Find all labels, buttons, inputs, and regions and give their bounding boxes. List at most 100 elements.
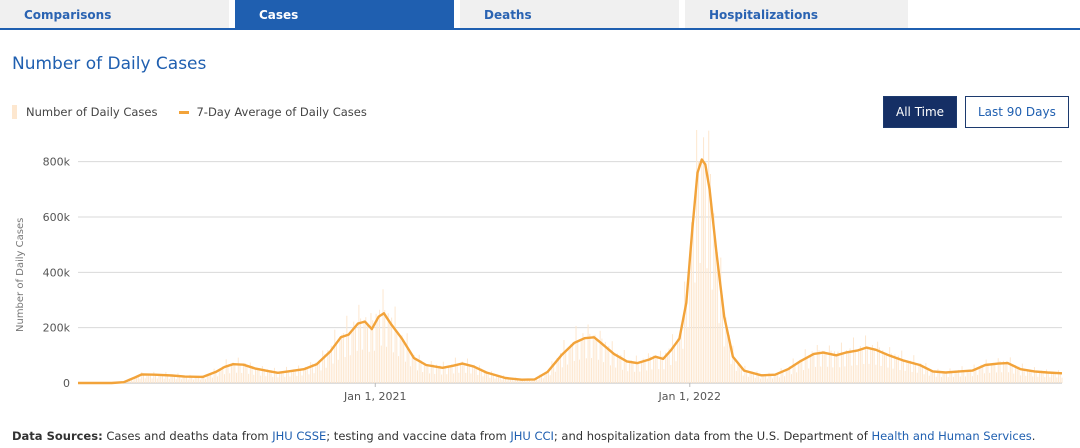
daily-case-bar bbox=[963, 371, 965, 383]
daily-case-bar bbox=[768, 372, 770, 383]
daily-case-bar bbox=[837, 351, 839, 383]
jhu-cci-link[interactable]: JHU CCI bbox=[510, 429, 554, 443]
daily-case-bar bbox=[429, 373, 431, 383]
daily-case-bar bbox=[237, 357, 239, 383]
daily-case-bar bbox=[899, 370, 901, 383]
daily-case-bar bbox=[687, 327, 689, 383]
daily-case-bar bbox=[1033, 367, 1035, 383]
daily-case-bar bbox=[199, 379, 201, 383]
chart-legend: Number of Daily Cases 7-Day Average of D… bbox=[12, 105, 389, 119]
daily-case-bar bbox=[658, 369, 660, 383]
daily-case-bar bbox=[627, 371, 629, 383]
daily-case-bar bbox=[244, 363, 246, 383]
daily-case-bar bbox=[794, 365, 796, 383]
sources-label: Data Sources: bbox=[12, 429, 103, 443]
tab-cases[interactable]: Cases bbox=[235, 0, 454, 30]
daily-case-bar bbox=[415, 359, 417, 383]
daily-case-bar bbox=[375, 313, 377, 383]
daily-case-bar bbox=[425, 363, 427, 383]
daily-case-bar bbox=[890, 353, 892, 383]
daily-case-bar bbox=[520, 379, 522, 383]
daily-case-bar bbox=[785, 368, 787, 383]
daily-case-bar bbox=[463, 363, 465, 383]
hhs-link[interactable]: Health and Human Services bbox=[871, 429, 1032, 443]
daily-case-bar bbox=[994, 363, 996, 383]
daily-case-bar bbox=[158, 373, 160, 383]
daily-case-bar bbox=[329, 352, 331, 383]
daily-case-bar bbox=[784, 376, 786, 383]
daily-case-bar bbox=[451, 364, 453, 383]
daily-case-bar bbox=[470, 373, 472, 383]
daily-case-bar bbox=[170, 375, 172, 383]
daily-case-bar bbox=[227, 366, 229, 383]
sources-text-2: ; testing and vaccine data from bbox=[326, 429, 511, 443]
daily-case-bar bbox=[603, 362, 605, 383]
daily-case-bar bbox=[637, 362, 639, 383]
daily-case-bar bbox=[420, 359, 422, 383]
daily-case-bar bbox=[287, 371, 289, 383]
daily-case-bar bbox=[739, 364, 741, 383]
daily-case-bar bbox=[732, 345, 734, 383]
daily-case-bar bbox=[839, 367, 841, 383]
daily-case-bar bbox=[611, 341, 613, 383]
daily-case-bar bbox=[815, 366, 817, 383]
daily-case-bar bbox=[880, 365, 882, 383]
daily-case-bar bbox=[892, 368, 894, 383]
daily-case-bar bbox=[494, 378, 496, 383]
daily-case-bar bbox=[544, 372, 546, 383]
daily-case-bar bbox=[180, 379, 182, 383]
legend-item-bars[interactable]: Number of Daily Cases bbox=[12, 105, 157, 119]
daily-case-bar bbox=[685, 305, 687, 383]
daily-case-bar bbox=[673, 344, 675, 383]
daily-case-bar bbox=[582, 333, 584, 383]
daily-case-bar bbox=[966, 370, 968, 383]
daily-case-bar bbox=[354, 327, 356, 383]
daily-case-bar bbox=[280, 372, 282, 383]
daily-case-bar bbox=[341, 334, 343, 383]
tab-hospitalizations[interactable]: Hospitalizations bbox=[685, 0, 908, 30]
jhu-csse-link[interactable]: JHU CSSE bbox=[272, 429, 327, 443]
daily-case-bar bbox=[870, 348, 872, 383]
daily-case-bar bbox=[715, 242, 717, 383]
daily-case-bar bbox=[487, 372, 489, 383]
daily-case-bar bbox=[935, 376, 937, 383]
x-tick-label: Jan 1, 2022 bbox=[658, 390, 721, 402]
daily-case-bar bbox=[644, 361, 646, 383]
daily-case-bar bbox=[1013, 373, 1015, 383]
daily-case-bar bbox=[454, 357, 456, 383]
daily-case-bar bbox=[909, 360, 911, 383]
daily-case-bar bbox=[1047, 371, 1049, 383]
daily-case-bar bbox=[849, 348, 851, 383]
daily-case-bar bbox=[220, 369, 222, 383]
tab-comparisons[interactable]: Comparisons bbox=[0, 0, 229, 30]
daily-case-bar bbox=[641, 362, 643, 383]
daily-case-bar bbox=[1052, 372, 1054, 383]
all-time-button[interactable]: All Time bbox=[883, 96, 958, 128]
daily-case-bar bbox=[460, 364, 462, 383]
y-tick-label: 0 bbox=[63, 377, 70, 390]
legend-item-line[interactable]: 7-Day Average of Daily Cases bbox=[179, 105, 367, 119]
y-tick-label: 400k bbox=[43, 266, 71, 279]
daily-case-bar bbox=[273, 367, 275, 383]
daily-case-bar bbox=[136, 376, 138, 383]
tab-deaths[interactable]: Deaths bbox=[460, 0, 679, 30]
daily-case-bar bbox=[444, 366, 446, 383]
daily-case-bar bbox=[818, 350, 820, 383]
daily-case-bar bbox=[708, 130, 710, 383]
daily-case-bar bbox=[902, 360, 904, 383]
daily-case-bar bbox=[787, 369, 789, 383]
daily-case-bar bbox=[766, 378, 768, 383]
daily-case-bar bbox=[642, 358, 644, 383]
daily-case-bar bbox=[189, 374, 191, 383]
daily-case-bar bbox=[720, 257, 722, 383]
daily-case-bar bbox=[896, 358, 898, 383]
last-90-days-button[interactable]: Last 90 Days bbox=[965, 96, 1069, 128]
daily-case-bar bbox=[820, 366, 822, 383]
daily-case-bar bbox=[575, 325, 577, 383]
daily-case-bar bbox=[298, 365, 300, 383]
daily-case-bar bbox=[961, 366, 963, 383]
x-axis-ticks: Jan 1, 2021 Jan 1, 2022 bbox=[343, 383, 721, 402]
daily-case-bar bbox=[491, 371, 493, 383]
daily-case-bar bbox=[823, 350, 825, 383]
daily-case-bar bbox=[308, 374, 310, 383]
